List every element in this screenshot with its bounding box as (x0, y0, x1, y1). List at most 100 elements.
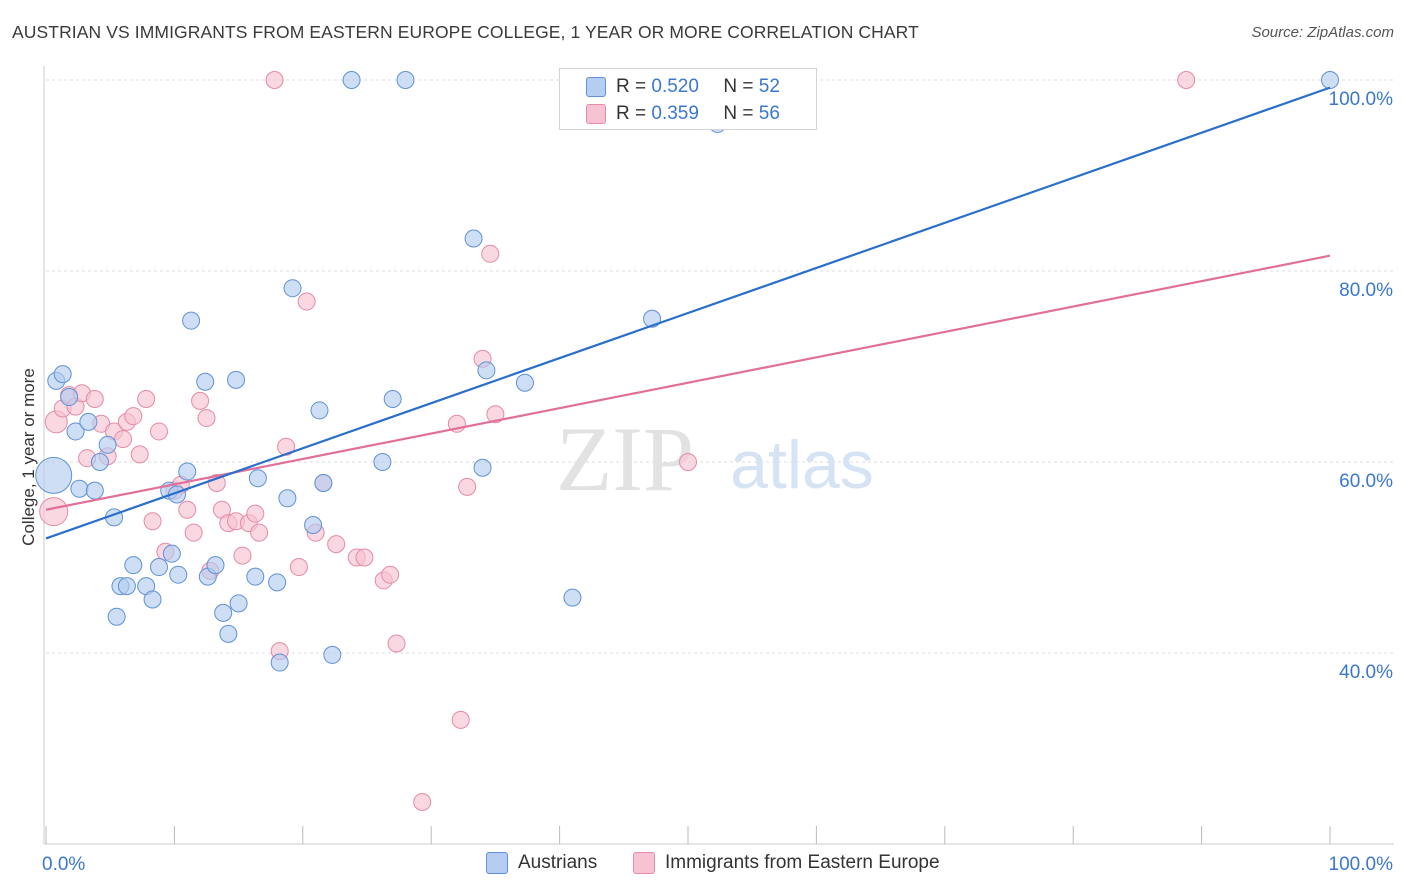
blue-data-point (117, 577, 136, 596)
pink-data-point (387, 634, 406, 653)
blue-data-point (143, 590, 162, 609)
r-value: 0.359 (651, 103, 699, 124)
blue-data-point (283, 279, 302, 298)
legend-swatch-pink (586, 104, 606, 124)
blue-data-point (314, 474, 333, 493)
pink-data-point (265, 71, 284, 89)
blue-data-point (227, 370, 246, 389)
blue-data-point (206, 556, 225, 575)
trendlines (45, 86, 1331, 540)
blue-data-point (515, 373, 534, 392)
blue-trend-line (45, 86, 1331, 540)
blue-data-point (270, 653, 289, 672)
n-label: N = (723, 76, 754, 97)
pink-data-point (250, 523, 269, 542)
pink-data-point (481, 244, 500, 263)
blue-data-point (373, 453, 392, 471)
pink-data-point (207, 474, 226, 493)
n-label: N = (723, 103, 754, 124)
pink-data-point (143, 512, 162, 531)
blue-data-point (169, 565, 188, 584)
pink-trend-line (45, 254, 1331, 511)
pink-data-point (184, 523, 203, 542)
blue-data-point (196, 372, 215, 391)
pink-data-point (451, 710, 470, 729)
blue-data-point (60, 388, 79, 407)
y-tick-label: 40.0% (1339, 662, 1393, 683)
pink-data-point (679, 453, 697, 471)
blue-data-point (246, 567, 265, 586)
blue-data-point (35, 456, 73, 494)
blue-data-point (304, 516, 323, 535)
watermark-atlas: atlas (730, 427, 874, 503)
legend-swatch-pink (633, 852, 655, 874)
pink-data-point (39, 497, 69, 527)
blue-data-point (383, 389, 402, 408)
blue-data-point (79, 412, 98, 431)
pink-data-point (246, 504, 265, 523)
blue-points (35, 71, 1339, 672)
blue-data-point (182, 311, 201, 330)
blue-data-point (563, 588, 582, 607)
blue-data-point (268, 573, 287, 592)
blue-data-point (464, 229, 483, 248)
blue-data-point (178, 462, 197, 481)
pink-data-point (458, 477, 477, 496)
y-tick-label: 80.0% (1339, 280, 1393, 301)
pink-data-point (327, 535, 346, 554)
r-label: R = (616, 76, 647, 97)
pink-data-point (381, 565, 400, 584)
blue-data-point (162, 544, 181, 563)
pink-data-point (85, 389, 104, 408)
blue-data-point (90, 453, 109, 471)
y-tick-label: 100.0% (1329, 89, 1394, 110)
pink-data-point (137, 389, 156, 408)
blue-data-point (278, 489, 297, 508)
pink-data-point (486, 405, 505, 424)
pink-data-point (297, 292, 316, 311)
legend-item-immigrants: Immigrants from Eastern Europe (633, 852, 940, 874)
legend-row-immigrants: R = 0.359 N = 56 (586, 100, 780, 128)
blue-data-point (1321, 71, 1339, 89)
blue-data-point (107, 607, 126, 626)
pink-data-point (178, 500, 197, 519)
bottom-legend: Austrians Immigrants from Eastern Europe (0, 852, 1406, 878)
pink-data-point (289, 558, 308, 577)
legend-row-austrians: R = 0.520 N = 52 (586, 73, 780, 101)
blue-data-point (66, 422, 85, 441)
y-axis-label: College, 1 year or more (19, 368, 38, 546)
blue-data-point (70, 479, 89, 498)
blue-data-point (85, 481, 104, 500)
axes (43, 66, 1394, 845)
pink-data-point (124, 407, 143, 426)
tick-labels: 40.0% 60.0% 80.0% 100.0% 0.0% 100.0% (42, 89, 1393, 875)
pink-data-point (114, 430, 133, 449)
correlation-legend: R = 0.520 N = 52 R = 0.359 N = 56 (559, 68, 817, 130)
n-value: 52 (758, 76, 780, 97)
n-value: 56 (758, 103, 780, 124)
pink-data-point (1177, 71, 1196, 89)
r-value: 0.520 (651, 76, 699, 97)
blue-data-point (477, 361, 496, 380)
gridlines (46, 79, 1394, 654)
pink-data-point (191, 391, 210, 410)
legend-label-austrians: Austrians (518, 852, 598, 873)
blue-data-point (310, 401, 329, 420)
watermark-zip: ZIP (556, 408, 694, 510)
pink-data-point (130, 445, 149, 464)
blue-data-point (473, 458, 492, 477)
blue-data-point (396, 71, 415, 89)
blue-data-point (342, 71, 361, 89)
legend-swatch-blue (486, 852, 508, 874)
r-label: R = (616, 103, 647, 124)
chart-title: AUSTRIAN VS IMMIGRANTS FROM EASTERN EURO… (12, 22, 919, 42)
blue-data-point (248, 469, 267, 488)
legend-swatch-blue (586, 77, 606, 97)
blue-data-point (149, 558, 168, 577)
legend-label-immigrants: Immigrants from Eastern Europe (665, 852, 940, 873)
pink-data-point (197, 409, 216, 428)
x-tick-label: 100.0% (1329, 854, 1394, 875)
blue-data-point (219, 624, 238, 643)
blue-data-point (98, 435, 117, 454)
